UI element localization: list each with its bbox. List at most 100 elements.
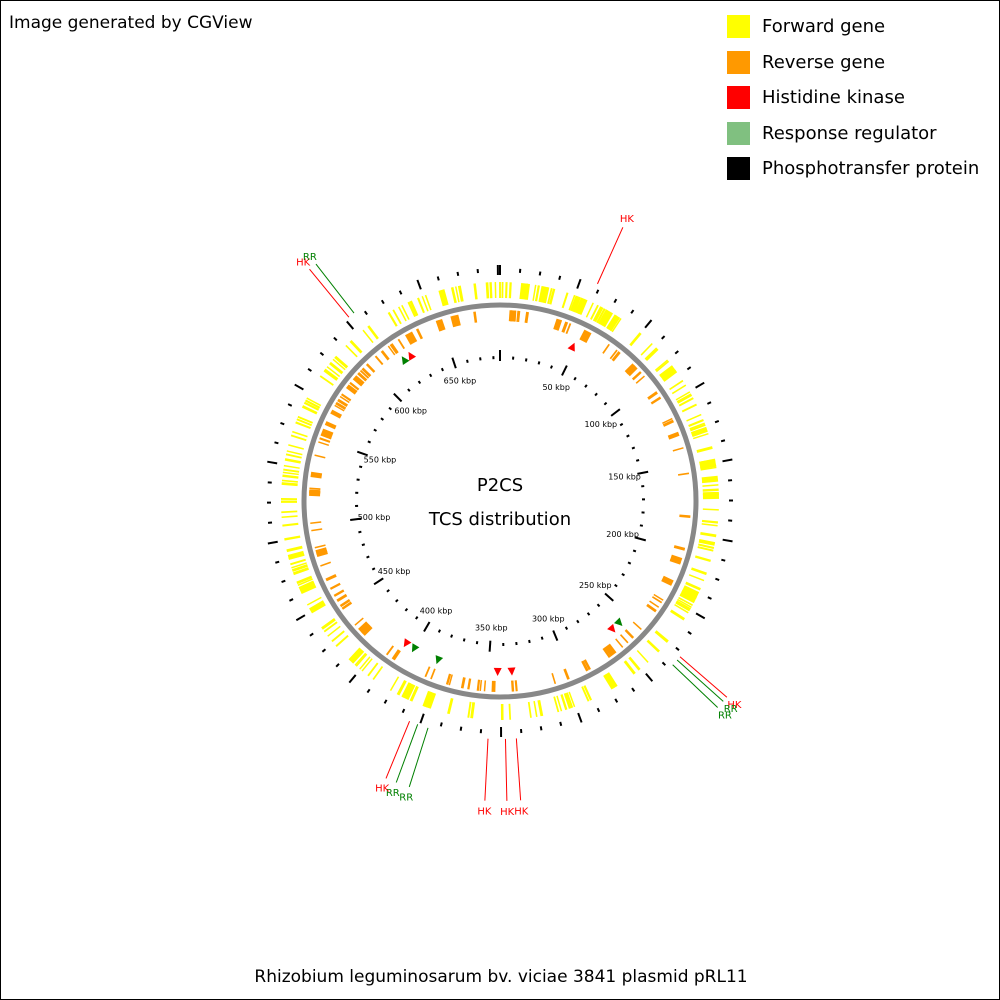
kbp-label: 350 kbp (475, 624, 508, 633)
forward-gene-block (681, 585, 700, 600)
forward-gene (689, 422, 705, 430)
outer-tick (439, 722, 443, 727)
reverse-gene (516, 310, 519, 322)
reverse-gene (335, 401, 347, 410)
reverse-gene (393, 650, 401, 661)
forward-gene (424, 294, 432, 311)
gene-tracks (280, 282, 720, 721)
reverse-gene (319, 437, 331, 443)
reverse-gene (380, 350, 390, 361)
histidine-kinase-marker (493, 667, 502, 676)
reverse-gene-block (315, 547, 328, 558)
histidine-kinase-marker (567, 342, 575, 352)
ruler-minor-tick (358, 465, 363, 469)
reverse-gene (318, 441, 330, 447)
forward-gene (303, 401, 320, 411)
ruler-minor-tick (462, 638, 466, 642)
legend-label-phosphotransfer-protein: Phosphotransfer protein (762, 158, 980, 180)
forward-gene (485, 282, 490, 299)
ruler-minor-tick (537, 361, 541, 365)
outer-tick (538, 271, 542, 276)
outer-tick (456, 271, 460, 277)
forward-gene (284, 458, 301, 464)
outer-tick (281, 579, 286, 584)
forward-gene (286, 546, 303, 553)
outer-tick (714, 419, 720, 424)
outer-tick (614, 698, 619, 703)
callout-line (676, 659, 724, 702)
reverse-gene (624, 629, 634, 639)
forward-gene (534, 285, 540, 302)
forward-gene-block (348, 647, 365, 664)
reverse-gene (650, 396, 662, 405)
outer-tick (294, 383, 304, 391)
forward-gene (329, 361, 344, 375)
reverse-gene (619, 634, 629, 644)
legend: Forward gene Reverse gene Histidine kina… (727, 9, 979, 187)
forward-gene (362, 329, 374, 344)
ruler-minor-tick (395, 598, 399, 603)
ruler-minor-tick (619, 422, 624, 427)
forward-gene-block (574, 297, 588, 315)
outer-tick (613, 298, 618, 304)
reverse-gene (340, 393, 352, 402)
ruler-minor-tick (466, 359, 469, 363)
ruler-minor-tick (573, 376, 577, 381)
forward-gene (533, 700, 538, 718)
forward-gene (323, 621, 338, 633)
reverse-gene (361, 367, 372, 378)
ruler-minor-tick (388, 406, 392, 411)
outer-tick (661, 661, 667, 666)
callout-label: HK (620, 214, 635, 225)
reverse-gene (337, 398, 349, 407)
forward-gene (291, 562, 307, 569)
reverse-gene (602, 647, 611, 658)
outer-tick (707, 596, 712, 600)
reverse-gene-block (667, 431, 680, 440)
forward-gene-block (679, 590, 697, 604)
reverse-gene (363, 626, 373, 636)
inner-kbp-ruler (350, 350, 649, 652)
callout-line (515, 738, 522, 801)
forward-gene (389, 676, 400, 692)
reverse-gene (387, 345, 396, 356)
forward-gene (560, 694, 568, 711)
forward-gene (401, 304, 410, 320)
reverse-gene-block (604, 643, 617, 657)
reverse-gene (325, 421, 337, 429)
outer-tick (321, 648, 327, 653)
forward-gene (324, 368, 339, 381)
reverse-gene (673, 545, 686, 551)
reverse-gene (391, 649, 401, 660)
outer-tick (346, 320, 355, 330)
forward-gene (281, 482, 298, 487)
outer-tick (280, 421, 285, 426)
forward-gene (332, 358, 346, 371)
forward-gene (467, 701, 472, 718)
outer-tick (559, 721, 563, 727)
ruler-minor-tick (380, 417, 384, 421)
kbp-label: 500 kbp (358, 513, 391, 522)
reverse-gene-block (435, 318, 446, 332)
reverse-gene (615, 638, 624, 648)
forward-gene (286, 450, 303, 456)
reverse-gene (511, 680, 515, 692)
forward-gene-block (606, 314, 620, 331)
reverse-gene-block (330, 409, 343, 419)
reverse-gene (448, 674, 453, 686)
outer-tick (419, 713, 425, 724)
forward-gene (288, 444, 304, 450)
reverse-gene (651, 596, 663, 604)
reverse-gene (625, 629, 635, 639)
forward-gene (292, 430, 308, 438)
forward-gene (644, 347, 659, 362)
forward-gene (689, 423, 706, 432)
callout-line (315, 263, 355, 314)
reverse-gene (602, 343, 610, 354)
callout-label: HK (500, 807, 515, 818)
kbp-label: 650 kbp (444, 376, 477, 385)
legend-swatch-phosphotransfer-protein (727, 157, 750, 181)
legend-label-response-regulator: Response regulator (762, 122, 937, 144)
